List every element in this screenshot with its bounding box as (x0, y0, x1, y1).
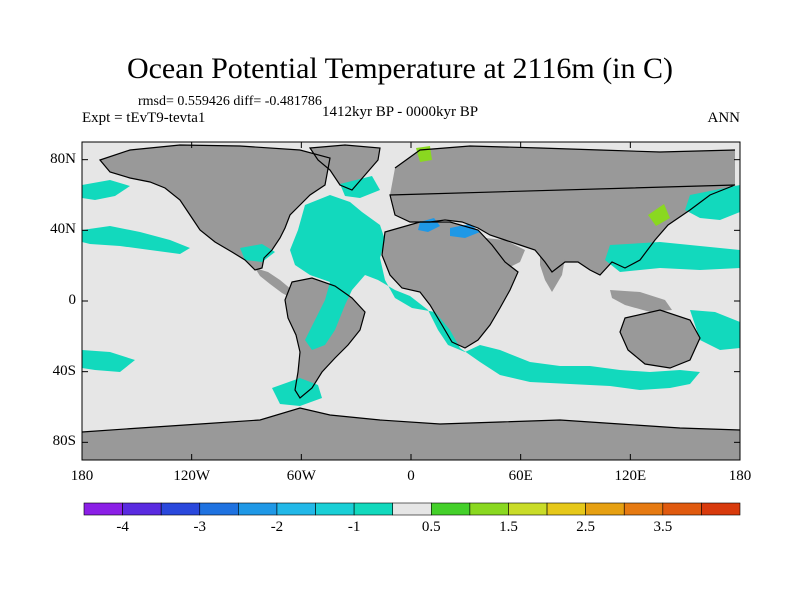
anomaly-pacific-west-2 (605, 242, 740, 272)
colorbar-label: -4 (116, 519, 129, 535)
land-masses (82, 145, 740, 460)
coastlines (81, 144, 741, 433)
colorbar-box-15 (662, 502, 702, 516)
colorbar-box-9 (430, 502, 471, 516)
colorbar-box-8 (392, 502, 432, 516)
lat-label: 40N (50, 221, 76, 238)
anomaly-southern-ocean (82, 350, 135, 372)
coast-south-america (284, 277, 366, 399)
colorbar-label: -2 (270, 519, 284, 535)
coast-greenland (308, 144, 381, 191)
colorbar-box-7 (353, 502, 394, 516)
colorbar-box-6 (315, 502, 355, 516)
map-title: Ocean Potential Temperature at 2116m (in… (126, 52, 674, 85)
colorbar-label: -3 (193, 519, 207, 535)
land-greenland (310, 145, 380, 190)
lat-label: 80S (52, 433, 76, 450)
colorbar-label: 3.5 (653, 519, 673, 535)
axis-ticks (81, 142, 741, 460)
colorbar-box-12 (546, 502, 586, 516)
anomaly-indian (690, 310, 740, 350)
stats-label: rmsd= 0.559426 diff= -0.481786 (138, 94, 322, 109)
coast-africa (381, 221, 519, 349)
negative-anomaly-patches (82, 176, 740, 406)
colorbar-box-3 (199, 502, 239, 516)
lon-label: 60W (286, 468, 316, 484)
anomaly-southwest-atlantic (272, 378, 322, 406)
anomaly-mediterranean-east (450, 224, 480, 238)
lat-label: 80N (50, 150, 76, 167)
map-content (81, 142, 741, 460)
lon-label: 120E (614, 468, 647, 484)
colorbar-box-11 (508, 502, 548, 516)
anomaly-japan-sea (648, 204, 670, 226)
lat-label: 40S (52, 362, 76, 379)
season-label: ANN (707, 110, 741, 126)
anomaly-labrador (340, 176, 380, 198)
land-north-america (100, 145, 330, 270)
colorbar-box-1 (122, 502, 162, 516)
lon-label: 180 (728, 468, 752, 484)
coast-eurasia (389, 145, 736, 276)
anomaly-gulf (240, 244, 275, 262)
coast-antarctica (81, 407, 741, 433)
lon-label: 120W (173, 468, 210, 484)
coast-australia (619, 309, 701, 369)
lon-label: 60E (508, 468, 533, 484)
colorbar-label: 2.5 (576, 519, 596, 535)
colorbar-label: -1 (347, 519, 361, 535)
land-maritime-continent (610, 290, 672, 312)
colorbar-box-0 (83, 502, 123, 516)
colorbar-box-4 (238, 502, 278, 516)
land-australia (620, 310, 700, 368)
anomaly-atlantic (290, 195, 700, 390)
anomaly-pacific-west (685, 185, 740, 220)
period-label: 1412kyr BP - 0000kyr BP (322, 104, 479, 120)
colorbar-box-10 (469, 502, 509, 516)
experiment-label: Expt = tEvT9-tevta1 (82, 110, 206, 126)
colorbar-box-13 (585, 502, 625, 516)
anomaly-pacific-north (82, 226, 190, 254)
colorbar-box-16 (701, 502, 741, 516)
colorbar-label: 1.5 (499, 519, 518, 535)
colorbar-box-2 (160, 502, 201, 516)
coast-north-america (98, 144, 331, 271)
land-arabia (485, 238, 525, 268)
land-africa (382, 222, 518, 348)
lat-label: 0 (68, 292, 77, 308)
colorbar (83, 502, 741, 516)
lon-label: 0 (407, 468, 415, 484)
colorbar-box-14 (623, 502, 664, 516)
anomaly-pacific-northeast (82, 180, 130, 200)
colorbar-label: 0.5 (421, 519, 441, 535)
lon-label: 180 (70, 468, 94, 484)
colorbar-box-5 (276, 502, 316, 516)
